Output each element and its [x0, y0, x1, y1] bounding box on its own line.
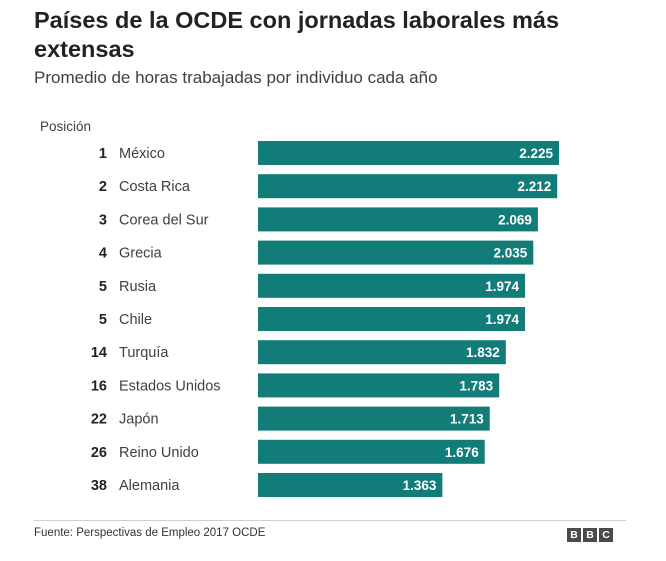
rank-label: 3 — [99, 212, 107, 228]
country-label: Chile — [119, 312, 152, 328]
bbc-logo: B B C — [567, 528, 613, 542]
bar — [258, 373, 500, 398]
country-label: Japón — [119, 412, 159, 428]
bar-value-label: 1.832 — [466, 345, 500, 360]
country-label: Estados Unidos — [119, 378, 221, 394]
bar-value-label: 1.363 — [403, 478, 437, 493]
chart-subtitle: Promedio de horas trabajadas por individ… — [34, 68, 438, 87]
country-label: Reino Unido — [119, 445, 199, 461]
bar — [258, 406, 490, 431]
bbc-logo-letter: B — [583, 528, 597, 542]
rank-label: 14 — [91, 345, 107, 361]
bbc-logo-letter: B — [567, 528, 581, 542]
bar — [258, 473, 443, 497]
bar-value-label: 1.783 — [459, 378, 493, 393]
chart-title: Países de la OCDE con jornadas laborales… — [34, 7, 560, 62]
bbc-logo-letter: C — [599, 528, 613, 542]
bar-value-label: 2.225 — [519, 146, 553, 161]
rank-label: 26 — [91, 445, 107, 461]
rank-label: 38 — [91, 478, 107, 494]
country-label: Rusia — [119, 279, 157, 295]
bar — [258, 307, 526, 331]
bar-value-label: 1.974 — [485, 279, 519, 294]
source-note: Fuente: Perspectivas de Empleo 2017 OCDE — [34, 527, 266, 539]
bar-value-label: 1.713 — [450, 412, 484, 427]
rank-label: 22 — [91, 412, 107, 428]
bar — [258, 273, 526, 298]
rank-column-header: Posición — [40, 119, 92, 134]
bar — [258, 439, 485, 464]
rank-label: 4 — [99, 246, 107, 262]
bar-value-label: 1.974 — [485, 312, 519, 327]
bar-value-label: 1.676 — [445, 445, 479, 460]
bar-value-label: 2.035 — [493, 246, 527, 261]
rank-label: 5 — [99, 279, 107, 295]
country-label: Grecia — [119, 246, 163, 262]
footer-divider — [34, 520, 626, 521]
bar — [258, 174, 558, 199]
country-label: Costa Rica — [119, 179, 191, 195]
bar — [258, 340, 506, 365]
country-label: Corea del Sur — [119, 212, 209, 228]
country-label: Turquía — [119, 345, 169, 361]
bar — [258, 240, 534, 265]
country-label: Alemania — [119, 478, 180, 494]
rank-label: 1 — [99, 146, 107, 162]
bar-value-label: 2.212 — [517, 179, 551, 194]
country-label: México — [119, 146, 165, 162]
bar — [258, 141, 559, 165]
rank-label: 2 — [99, 179, 107, 195]
bar-value-label: 2.069 — [498, 212, 532, 227]
rank-label: 5 — [99, 312, 107, 328]
rank-label: 16 — [91, 378, 107, 394]
bar — [258, 207, 538, 232]
